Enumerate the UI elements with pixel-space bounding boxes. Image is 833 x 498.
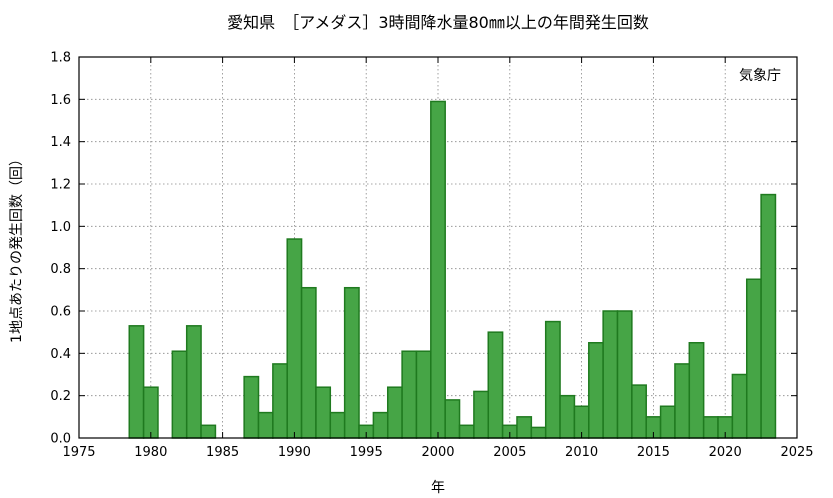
axis-ticks: 1975 1980 1985 1990 1995 2000 2005 2010 2015 2020… [50,51,813,461]
bar-2012 [602,310,619,439]
bar-1998 [401,350,418,439]
x-tick-label: 2025 [780,445,813,460]
bar-2019 [702,416,719,439]
bar-1989 [272,363,288,439]
bar-1997 [386,386,403,439]
bar-1991 [300,286,317,439]
y-axis-label: 1地点あたりの発生回数（回） [9,152,25,343]
chart-title: 愛知県 ［アメダス］3時間降水量80㎜以上の年間発生回数 [227,13,649,32]
bar-1987 [243,375,260,439]
x-tick-label: 2005 [493,445,526,460]
bar-2003 [473,390,490,439]
bar-2018 [688,342,705,439]
y-tick-label: 1.4 [50,135,71,150]
bar-2016 [659,405,676,439]
bar-2009 [559,394,576,439]
source-note: 気象庁 [739,68,781,84]
bar-1983 [185,325,202,439]
x-tick-label: 1975 [62,445,95,460]
y-tick-label: 1.0 [50,220,71,235]
y-tick-label: 0.2 [50,389,71,404]
x-tick-label: 2000 [421,445,454,460]
bar-1993 [329,411,346,439]
bar-1984 [200,424,217,439]
bar-2000 [430,100,446,439]
bar-2007 [530,426,547,439]
bar-1979 [128,325,145,439]
bar-1988 [257,411,274,439]
bars [128,100,777,439]
bar-2021 [731,373,748,439]
y-tick-label: 0.0 [50,432,71,447]
y-tick-label: 1.6 [50,93,71,108]
bar-1982 [171,350,188,439]
y-tick-label: 1.2 [50,178,71,193]
bar-2014 [631,384,647,439]
bar-2004 [487,331,504,439]
bar-2023 [760,193,777,439]
bar-2002 [458,424,475,439]
bar-2006 [516,416,533,439]
x-tick-label: 1995 [350,445,383,460]
x-tick-label: 1980 [134,445,167,460]
x-tick-label: 2010 [565,445,598,460]
y-tick-label: 0.6 [50,305,71,320]
x-tick-label: 2015 [637,445,670,460]
bar-2017 [674,363,691,439]
x-tick-label: 2020 [709,445,742,460]
bar-1994 [343,286,360,439]
bar-1990 [286,238,303,439]
y-tick-label: 1.8 [50,51,71,66]
x-tick-label: 1990 [278,445,311,460]
bar-2001 [444,399,461,439]
x-tick-label: 1985 [206,445,239,460]
y-tick-label: 0.4 [50,347,71,362]
bar-2013 [616,310,633,439]
x-axis-label: 年 [431,480,445,496]
bar-1992 [315,386,332,439]
bar-1999 [415,350,432,439]
bar-1996 [372,411,389,439]
bar-2022 [745,278,762,439]
y-tick-label: 0.8 [50,262,71,277]
bar-1980 [142,386,159,439]
bar-2011 [588,342,604,439]
bar-2008 [544,320,561,439]
